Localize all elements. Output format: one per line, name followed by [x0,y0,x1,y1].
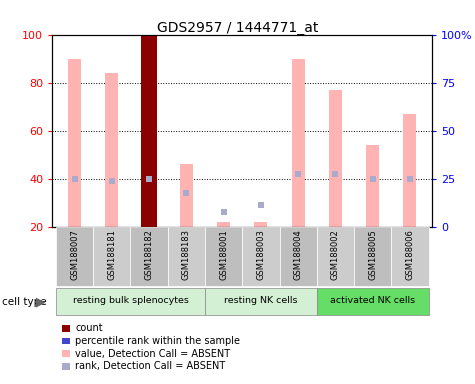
Text: GSM188007: GSM188007 [70,229,79,280]
Bar [142,35,156,227]
Bar [354,227,391,286]
Bar [205,227,242,286]
Bar [131,227,168,286]
Bar [317,227,354,286]
Text: GSM188002: GSM188002 [331,229,340,280]
Bar [242,227,279,286]
Bar [391,227,428,286]
Bar [180,164,193,227]
Bar [254,222,267,227]
Bar [141,35,158,227]
Text: GSM188004: GSM188004 [294,229,303,280]
Text: GSM188005: GSM188005 [368,229,377,280]
Bar [329,90,342,227]
Bar [292,59,304,227]
Bar [105,73,118,227]
Bar [366,145,379,227]
Text: value, Detection Call = ABSENT: value, Detection Call = ABSENT [75,349,230,359]
Bar [205,288,317,315]
Text: rank, Detection Call = ABSENT: rank, Detection Call = ABSENT [75,361,225,371]
Bar [56,227,93,286]
Text: GSM188001: GSM188001 [219,229,228,280]
Bar [56,288,205,315]
Bar [317,288,428,315]
Text: GSM188183: GSM188183 [182,229,191,280]
Text: resting bulk splenocytes: resting bulk splenocytes [73,296,189,305]
Text: activated NK cells: activated NK cells [330,296,415,305]
Text: GSM188006: GSM188006 [405,229,414,280]
Text: GSM188003: GSM188003 [256,229,266,280]
Bar [68,59,81,227]
Text: count: count [75,323,103,333]
Text: ▶: ▶ [36,296,45,309]
Text: GDS2957 / 1444771_at: GDS2957 / 1444771_at [157,21,318,35]
Bar [279,227,317,286]
Bar [403,114,417,227]
Bar [217,222,230,227]
Text: percentile rank within the sample: percentile rank within the sample [75,336,240,346]
Bar [93,227,131,286]
Text: cell type: cell type [2,297,47,307]
Text: GSM188182: GSM188182 [144,229,153,280]
Text: GSM188181: GSM188181 [107,229,116,280]
Text: resting NK cells: resting NK cells [224,296,298,305]
Bar [168,227,205,286]
